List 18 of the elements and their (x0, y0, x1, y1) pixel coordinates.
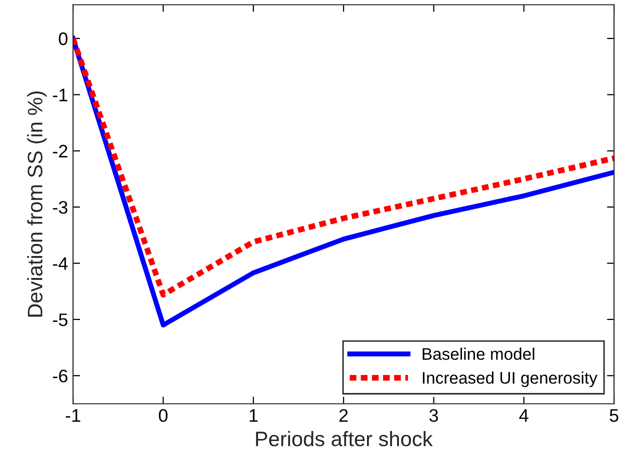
x-tick-label: -1 (66, 409, 80, 422)
legend-label: Increased UI generosity (422, 372, 598, 388)
x-tick-label: 0 (158, 409, 168, 422)
x-tick-label: 3 (429, 409, 438, 422)
y-axis-title: Deviation from SS (in %) (27, 92, 47, 317)
y-tick-label: -2 (52, 144, 68, 158)
y-tick-label: -4 (52, 257, 68, 270)
x-axis-title: Periods after shock (256, 431, 433, 446)
y-tick-label: 0 (58, 32, 68, 46)
y-tick-label: -6 (52, 370, 68, 382)
x-tick-label: 1 (250, 409, 258, 422)
y-tick-label: -1 (52, 88, 68, 102)
legend-label: Baseline model (422, 348, 534, 360)
y-tick-label: -5 (52, 314, 68, 326)
x-tick-label: 4 (519, 409, 528, 422)
x-tick-label: 5 (610, 409, 618, 422)
x-tick-label: 2 (339, 409, 348, 422)
y-tick-label: -3 (52, 200, 68, 214)
